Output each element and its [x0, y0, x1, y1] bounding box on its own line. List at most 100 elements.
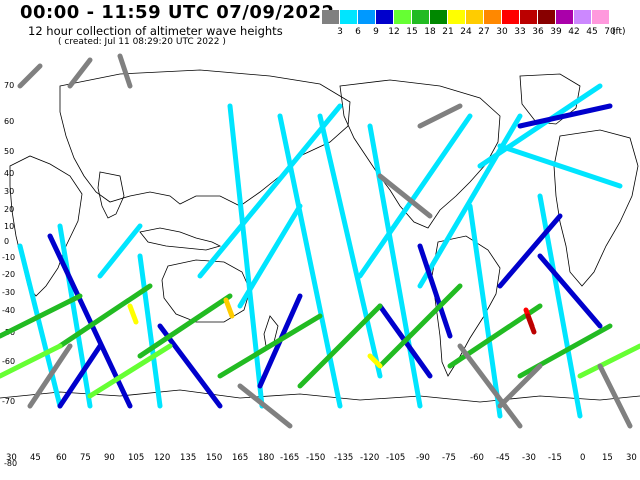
lon-label: 105 [128, 453, 144, 463]
track [157, 323, 223, 409]
track [127, 303, 139, 325]
lon-label: 120 [154, 453, 170, 463]
track [517, 103, 613, 129]
legend-label: 15 [406, 27, 418, 37]
track [117, 53, 133, 89]
legend-label: 30 [496, 27, 508, 37]
lat-label: -40 [2, 306, 15, 315]
legend-swatch-0 [322, 10, 339, 24]
legend-swatch-8 [466, 10, 483, 24]
lon-label: 15 [602, 453, 613, 463]
lon-label: 30 [6, 453, 17, 463]
track [223, 297, 235, 319]
lon-label: 150 [206, 453, 222, 463]
lon-label: -30 [522, 453, 536, 463]
track [467, 203, 503, 419]
coast-africa [9, 155, 83, 297]
lat-label: 50 [4, 147, 14, 156]
track [417, 103, 463, 129]
legend-label: 3 [337, 27, 343, 37]
created-timestamp: ( created: Jul 11 08:29:20 UTC 2022 ) [58, 37, 226, 47]
track [67, 57, 93, 89]
track [317, 113, 383, 379]
lon-label: 165 [232, 453, 248, 463]
legend-swatch-12 [538, 10, 555, 24]
track [97, 223, 143, 279]
legend-label: 27 [478, 27, 490, 37]
lat-label: -20 [2, 270, 15, 279]
track [497, 143, 623, 189]
lon-label: 90 [104, 453, 115, 463]
legend-swatch-9 [484, 10, 501, 24]
legend-label: 70 [604, 27, 616, 37]
legend-label: 24 [460, 27, 472, 37]
latitude-labels: 80 70 60 50 40 30 20 10 0 -10 -20 -30 -4… [2, 81, 17, 468]
coast-india [97, 171, 125, 219]
lat-label: -60 [2, 357, 15, 366]
track [217, 313, 323, 379]
track [367, 123, 423, 409]
track [27, 343, 73, 409]
track [0, 293, 83, 339]
lon-label: 180 [258, 453, 274, 463]
track [0, 343, 63, 379]
track [57, 283, 153, 349]
track [377, 283, 463, 369]
track [537, 253, 603, 329]
lon-label: 30 [626, 453, 637, 463]
lon-label: -135 [334, 453, 353, 463]
legend-swatch-16 [610, 10, 627, 24]
lat-label: 20 [4, 205, 14, 214]
legend-label: 42 [568, 27, 580, 37]
legend-label: 12 [388, 27, 400, 37]
lat-label: 10 [4, 222, 14, 231]
legend-label: 21 [442, 27, 454, 37]
track [197, 103, 343, 279]
track [525, 313, 537, 335]
coast-asia [59, 69, 351, 207]
wave-height-map: 80 70 60 50 40 30 20 10 0 -10 -20 -30 -4… [0, 53, 640, 468]
legend-unit: (ft) [612, 27, 626, 37]
track [377, 173, 433, 219]
lon-label: -60 [470, 453, 484, 463]
track [497, 213, 563, 289]
track [87, 343, 173, 399]
track [17, 243, 63, 409]
lat-label: 40 [4, 169, 14, 178]
lon-label: 135 [180, 453, 196, 463]
legend-label: 6 [355, 27, 361, 37]
track [497, 363, 543, 409]
legend-swatch-10 [502, 10, 519, 24]
legend-swatch-2 [358, 10, 375, 24]
color-legend: 3 6 9 12 15 18 21 24 27 30 33 36 39 42 4… [322, 10, 634, 42]
legend-swatch-13 [556, 10, 573, 24]
track [237, 383, 293, 429]
lat-label: -30 [2, 288, 15, 297]
lat-label: -10 [2, 253, 15, 262]
lon-label: -15 [548, 453, 562, 463]
track [597, 363, 633, 429]
lon-label: 60 [56, 453, 67, 463]
lon-label: -75 [442, 453, 456, 463]
lon-label: -150 [306, 453, 325, 463]
track [367, 353, 383, 369]
lon-label: 75 [80, 453, 91, 463]
legend-swatch-3 [376, 10, 393, 24]
lat-label: -70 [2, 397, 15, 406]
legend-swatch-7 [448, 10, 465, 24]
lon-label: -90 [416, 453, 430, 463]
track [17, 63, 43, 89]
coast-antarctica [0, 389, 640, 403]
track [357, 113, 473, 279]
lat-label: -80 [4, 459, 17, 468]
legend-swatch-15 [592, 10, 609, 24]
coast-europe-africa [553, 129, 639, 287]
lat-label: 30 [4, 187, 14, 196]
legend-label: 39 [550, 27, 562, 37]
legend-swatch-1 [340, 10, 357, 24]
track [417, 243, 453, 339]
track [577, 343, 640, 379]
track [297, 303, 383, 389]
legend-swatch-11 [520, 10, 537, 24]
track [237, 203, 303, 309]
